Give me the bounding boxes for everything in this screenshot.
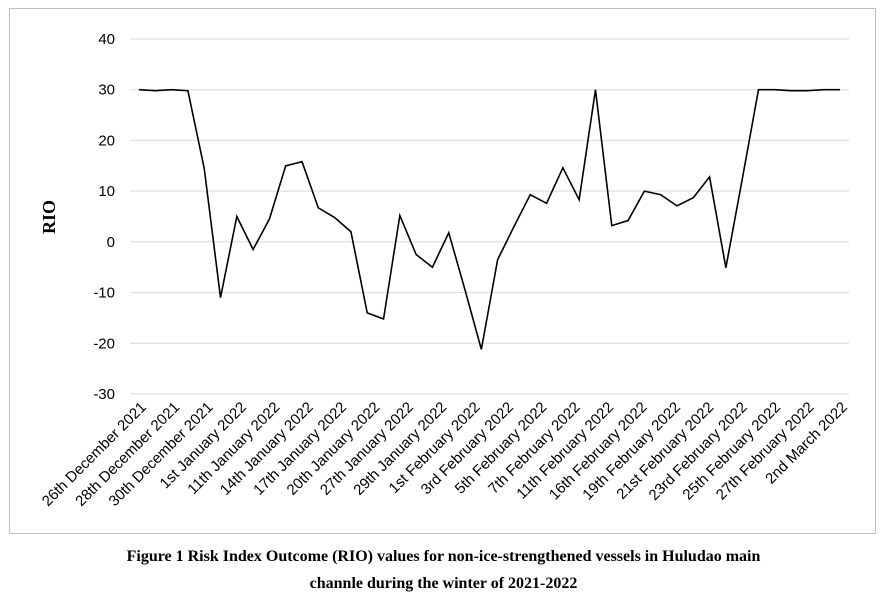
figure-caption-line-1: Figure 1 Risk Index Outcome (RIO) values… — [126, 548, 761, 565]
y-tick-label: 10 — [98, 183, 115, 200]
y-tick-label: -10 — [93, 285, 115, 302]
y-axis-label: RIO — [39, 200, 59, 234]
rio-series-line — [138, 88, 840, 350]
y-tick-label: 0 — [107, 234, 115, 251]
y-tick-label: -30 — [93, 386, 115, 403]
chart-frame — [9, 8, 876, 534]
y-tick-label: 30 — [98, 82, 115, 99]
y-tick-label: -20 — [93, 335, 115, 352]
figure-caption-line-2: channle during the winter of 2021-2022 — [309, 575, 578, 592]
series-group — [138, 88, 840, 350]
rio-line-chart: 40 30 20 10 0 -10 -20 -30 26th December 202128t… — [39, 31, 851, 510]
y-tick-label: 20 — [98, 132, 115, 149]
y-tick-labels: 40 30 20 10 0 -10 -20 -30 — [93, 31, 115, 403]
gridlines — [130, 38, 849, 395]
y-tick-label: 40 — [98, 31, 115, 48]
